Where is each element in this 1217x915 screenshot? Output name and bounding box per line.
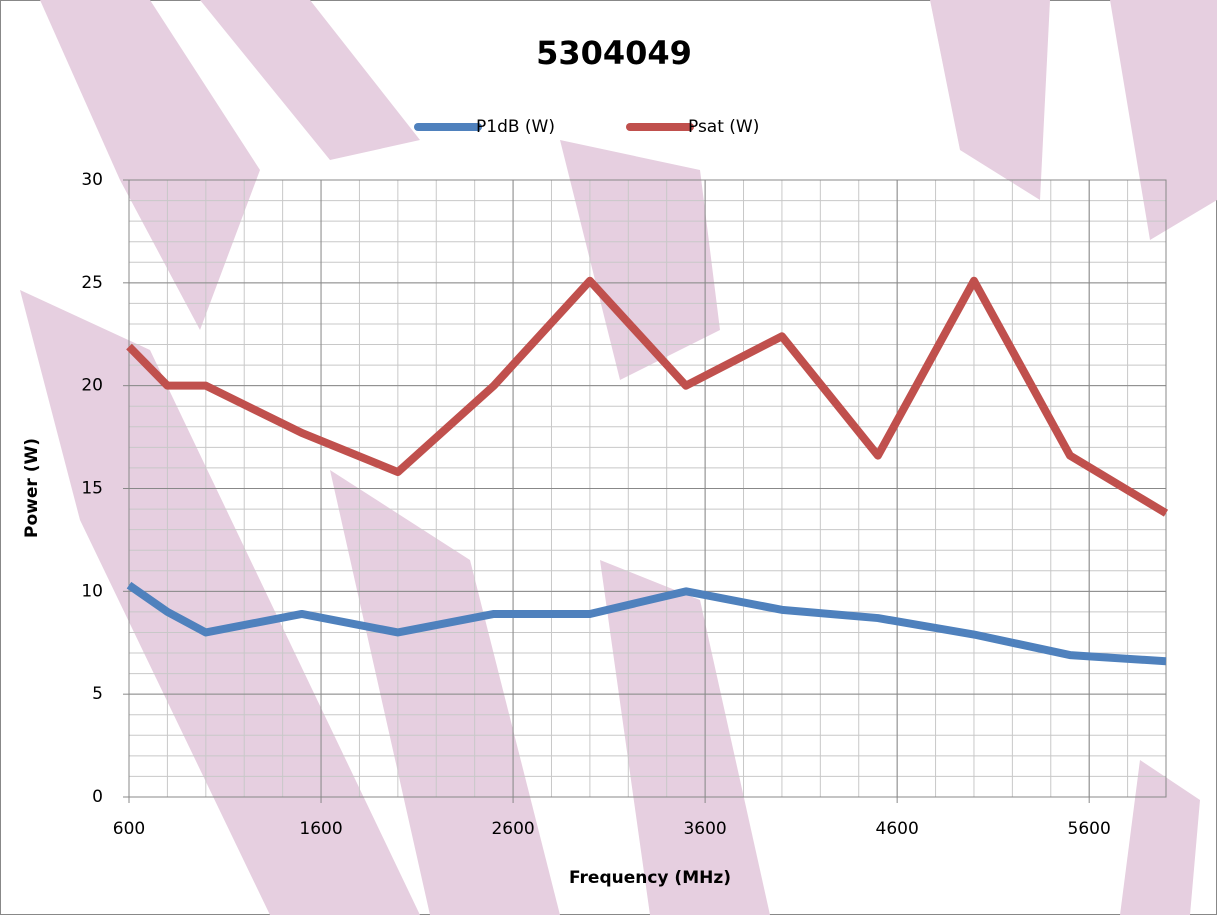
x-tick-label: 4600	[876, 819, 919, 839]
x-tick-label: 1600	[299, 819, 342, 839]
x-axis-title: Frequency (MHz)	[569, 868, 731, 888]
x-tick-label: 600	[113, 819, 145, 839]
legend-label: P1dB (W)	[476, 117, 555, 137]
x-tick-label: 2600	[491, 819, 534, 839]
chart: 5304049 Frequency (MHz) Power (W) 0 5 10 15…	[0, 0, 1217, 915]
y-tick-label: 25	[81, 273, 103, 293]
chart-title: 5304049	[536, 34, 692, 72]
y-tick-label: 15	[81, 479, 103, 499]
legend-label: Psat (W)	[688, 117, 759, 137]
y-tick-label: 5	[92, 684, 103, 704]
x-tick-label: 5600	[1068, 819, 1111, 839]
y-axis-title: Power (W)	[22, 438, 42, 538]
y-tick-label: 30	[81, 170, 103, 190]
y-tick-label: 0	[92, 787, 103, 807]
y-tick-label: 10	[81, 581, 103, 601]
y-tick-label: 20	[81, 376, 103, 396]
x-tick-label: 3600	[683, 819, 726, 839]
